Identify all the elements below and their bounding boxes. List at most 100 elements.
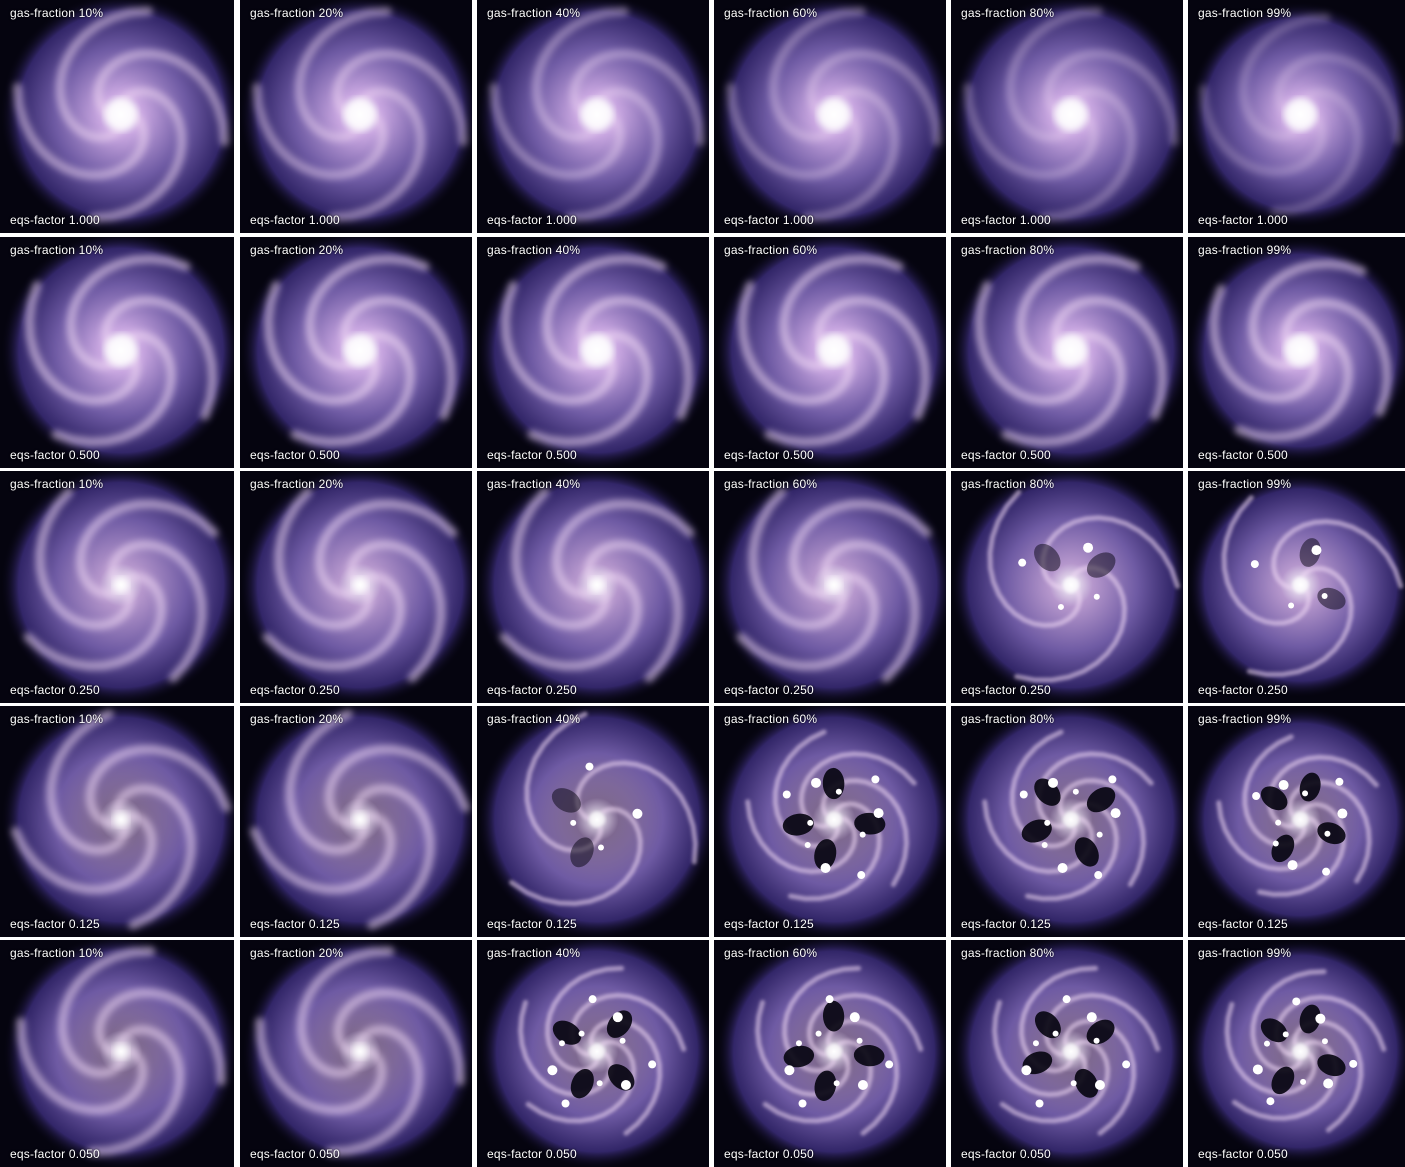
galaxy-core <box>1055 334 1087 367</box>
spiral-arms <box>250 709 470 930</box>
gas-fraction-label: gas-fraction 20% <box>250 243 344 257</box>
gas-fraction-label: gas-fraction 80% <box>961 946 1055 960</box>
galaxy-image <box>1188 940 1405 1165</box>
galaxy-panel: gas-fraction 20% eqs-factor 1.000 <box>240 0 472 233</box>
galaxy-image <box>714 471 946 703</box>
eqs-factor-label: eqs-factor 0.125 <box>961 917 1051 931</box>
gas-fraction-label: gas-fraction 60% <box>724 477 818 491</box>
eqs-factor-label: eqs-factor 0.500 <box>10 448 100 462</box>
galaxy-image <box>0 237 234 468</box>
galaxy-core <box>344 98 376 131</box>
eqs-factor-label: eqs-factor 0.050 <box>487 1147 577 1161</box>
galaxy-image <box>477 0 709 233</box>
gas-fraction-label: gas-fraction 99% <box>1198 946 1292 960</box>
eqs-factor-label: eqs-factor 0.250 <box>961 683 1051 697</box>
spiral-arms <box>737 254 931 447</box>
eqs-factor-label: eqs-factor 0.125 <box>487 917 577 931</box>
gas-fraction-label: gas-fraction 60% <box>724 712 818 726</box>
eqs-factor-label: eqs-factor 0.050 <box>250 1147 340 1161</box>
galaxy-panel: gas-fraction 10% eqs-factor 0.125 <box>0 706 234 937</box>
galaxy-image <box>240 0 472 233</box>
galaxy-core <box>581 98 613 131</box>
eqs-factor-label: eqs-factor 1.000 <box>250 213 340 227</box>
gas-fraction-label: gas-fraction 80% <box>961 712 1055 726</box>
galaxy-core <box>818 334 850 367</box>
gas-fraction-label: gas-fraction 40% <box>487 6 581 20</box>
eqs-factor-label: eqs-factor 0.250 <box>250 683 340 697</box>
galaxy-core <box>1063 1043 1079 1060</box>
galaxy-core <box>1055 98 1087 131</box>
eqs-factor-label: eqs-factor 0.050 <box>961 1147 1051 1161</box>
gas-fraction-label: gas-fraction 40% <box>487 712 581 726</box>
galaxy-panel: gas-fraction 80% eqs-factor 1.000 <box>951 0 1183 233</box>
gas-clumps <box>570 762 643 851</box>
galaxy-image <box>952 940 1183 1167</box>
galaxy-panel: gas-fraction 60% eqs-factor 0.500 <box>714 237 946 468</box>
galaxy-image <box>477 471 709 703</box>
galaxy-panel: gas-fraction 60% eqs-factor 0.250 <box>714 471 946 703</box>
galaxy-image <box>0 471 234 703</box>
galaxy-panel: gas-fraction 10% eqs-factor 0.500 <box>0 237 234 468</box>
gas-fraction-label: gas-fraction 60% <box>724 6 818 20</box>
gas-fraction-label: gas-fraction 99% <box>1198 243 1292 257</box>
eqs-factor-label: eqs-factor 0.500 <box>487 448 577 462</box>
spiral-arms <box>11 709 231 930</box>
galaxy-image <box>714 706 946 937</box>
galaxy-core <box>1063 811 1079 828</box>
eqs-factor-label: eqs-factor 1.000 <box>724 213 814 227</box>
galaxy-image <box>951 0 1183 233</box>
gas-voids <box>783 1000 885 1101</box>
galaxy-panel: gas-fraction 60% eqs-factor 0.125 <box>714 706 946 937</box>
galaxy-core <box>1292 577 1309 593</box>
galaxy-core <box>826 577 842 593</box>
galaxy-core <box>1284 334 1317 367</box>
eqs-factor-label: eqs-factor 1.000 <box>10 213 100 227</box>
eqs-factor-label: eqs-factor 1.000 <box>487 213 577 227</box>
eqs-factor-label: eqs-factor 0.250 <box>1198 683 1288 697</box>
gas-fraction-label: gas-fraction 60% <box>724 243 818 257</box>
gas-fraction-label: gas-fraction 20% <box>250 477 344 491</box>
galaxy-core <box>1063 577 1079 593</box>
spiral-arms <box>1221 495 1404 677</box>
galaxy-image <box>715 940 946 1167</box>
gas-fraction-label: gas-fraction 80% <box>961 243 1055 257</box>
galaxy-image <box>714 237 946 468</box>
spiral-arms <box>1199 13 1402 216</box>
spiral-arms <box>963 7 1179 222</box>
gas-fraction-label: gas-fraction 20% <box>250 6 344 20</box>
spiral-arms <box>24 254 218 447</box>
gas-fraction-label: gas-fraction 80% <box>961 6 1055 20</box>
galaxy-image <box>951 471 1183 703</box>
gas-fraction-label: gas-fraction 10% <box>10 477 104 491</box>
galaxy-panel: gas-fraction 40% eqs-factor 0.125 <box>477 706 709 937</box>
galaxy-image <box>0 0 234 233</box>
eqs-factor-label: eqs-factor 0.050 <box>724 1147 814 1161</box>
galaxy-image <box>0 706 234 937</box>
spiral-arms <box>13 6 229 223</box>
eqs-factor-label: eqs-factor 0.125 <box>1198 917 1288 931</box>
galaxy-core <box>352 1043 368 1060</box>
eqs-factor-label: eqs-factor 0.250 <box>724 683 814 697</box>
gas-fraction-label: gas-fraction 10% <box>10 6 104 20</box>
galaxy-panel: gas-fraction 60% eqs-factor 1.000 <box>714 0 946 233</box>
galaxy-panel: gas-fraction 40% eqs-factor 0.500 <box>477 237 709 468</box>
galaxy-core <box>1292 1043 1309 1060</box>
galaxy-image <box>1188 237 1405 464</box>
gas-voids <box>551 788 594 868</box>
spiral-arms <box>726 7 942 222</box>
gas-fraction-label: gas-fraction 99% <box>1198 477 1292 491</box>
gas-fraction-label: gas-fraction 40% <box>487 477 581 491</box>
eqs-factor-label: eqs-factor 1.000 <box>1198 213 1288 227</box>
spiral-arms <box>1209 259 1392 442</box>
galaxy-panel: gas-fraction 99% eqs-factor 0.250 <box>1188 471 1405 703</box>
galaxy-image <box>240 237 472 468</box>
galaxy-panel: gas-fraction 60% eqs-factor 0.050 <box>714 940 946 1167</box>
galaxy-image <box>477 706 709 937</box>
galaxy-panel: gas-fraction 99% eqs-factor 0.500 <box>1188 237 1405 468</box>
eqs-factor-label: eqs-factor 0.500 <box>250 448 340 462</box>
gas-voids <box>1021 778 1116 867</box>
gas-fraction-label: gas-fraction 99% <box>1198 6 1292 20</box>
galaxy-panel: gas-fraction 99% eqs-factor 0.050 <box>1188 940 1405 1167</box>
galaxy-panel: gas-fraction 40% eqs-factor 1.000 <box>477 0 709 233</box>
gas-clumps <box>782 775 884 880</box>
